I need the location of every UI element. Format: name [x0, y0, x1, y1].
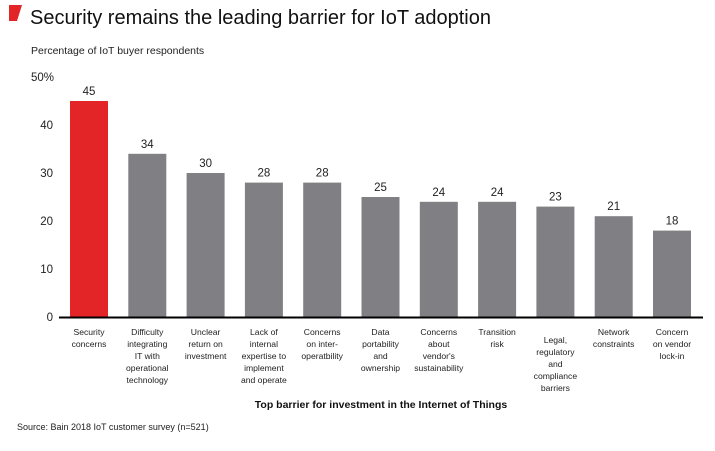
bar [536, 206, 575, 317]
bar [419, 201, 458, 317]
x-tick-label: Difficulty integrating IT with operational t… [126, 327, 169, 385]
y-tick-label: 0 [47, 312, 53, 324]
data-label: 21 [607, 201, 620, 213]
data-label: 28 [316, 168, 329, 180]
data-label: 30 [199, 158, 212, 170]
bar [70, 101, 108, 317]
bar [478, 201, 517, 317]
data-label: 45 [83, 86, 96, 98]
data-label: 34 [141, 139, 154, 151]
data-label: 23 [549, 192, 562, 204]
chart-subtitle: Percentage of IoT buyer respondents [31, 45, 204, 57]
x-tick-label: Transition risk [478, 327, 516, 349]
data-label: 24 [432, 187, 445, 199]
bar [594, 216, 633, 317]
y-tick-label: 50% [31, 72, 54, 84]
x-tick-label: Security concerns [72, 327, 107, 349]
data-label: 25 [374, 182, 387, 194]
x-tick-label: Unclear return on investment [185, 327, 227, 361]
bar [244, 182, 283, 317]
x-tick-label: Legal, regulatory and compliance barriers [534, 335, 578, 393]
bar [186, 173, 225, 317]
y-tick-label: 30 [40, 168, 53, 180]
x-tick-label: Concerns on inter-operatbility [301, 327, 343, 361]
x-tick-label: Data portability and ownership [361, 327, 400, 373]
source-note: Source: Bain 2018 IoT customer survey (n… [17, 422, 209, 432]
bar [128, 153, 167, 317]
x-tick-label: Network constraints [593, 327, 635, 349]
chart-title: Security remains the leading barrier for… [30, 7, 491, 29]
data-label: 24 [491, 187, 504, 199]
bar [361, 197, 400, 317]
x-tick-label: Concerns about vendor's sustainability [414, 327, 464, 373]
x-axis-title: Top barrier for investment in the Intern… [255, 399, 508, 411]
data-label: 18 [666, 216, 679, 228]
x-tick-label: Lack of internal expertise to implement and … [241, 327, 287, 385]
bar [303, 182, 342, 317]
data-label: 28 [258, 168, 271, 180]
title-marker-icon [9, 5, 22, 21]
y-tick-label: 40 [40, 120, 53, 132]
bar [653, 230, 691, 317]
x-tick-label: Concern on vendor lock-in [653, 327, 691, 361]
y-tick-label: 20 [40, 216, 53, 228]
y-tick-label: 10 [40, 264, 53, 276]
